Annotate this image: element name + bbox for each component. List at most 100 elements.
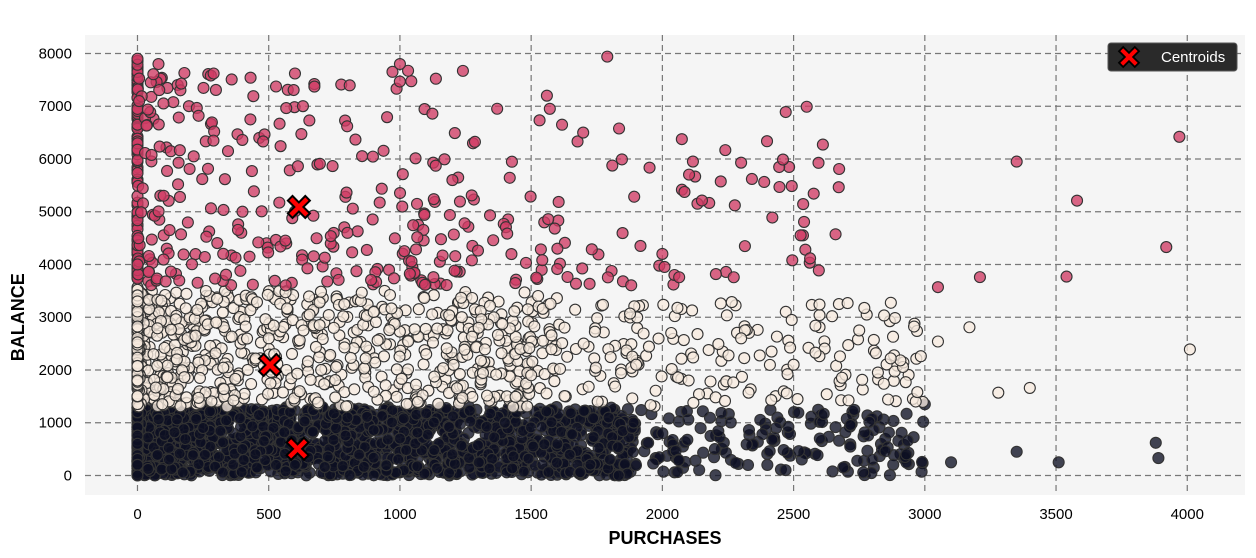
cluster-1-point	[588, 325, 601, 338]
cluster-2-point	[745, 172, 758, 186]
cluster-2-point	[131, 52, 144, 65]
cluster-0-point	[811, 449, 824, 462]
cluster-0-point	[430, 462, 444, 475]
cluster-2-point	[714, 175, 727, 188]
cluster-1-point	[229, 372, 242, 385]
cluster-1-point	[992, 386, 1005, 399]
cluster-2-point	[181, 216, 194, 229]
cluster-2-point	[318, 251, 331, 264]
cluster-0-point	[141, 431, 155, 444]
cluster-2-point	[448, 264, 461, 277]
cluster-2-point	[797, 198, 810, 211]
cluster-2-point	[192, 109, 205, 122]
cluster-0-point	[584, 458, 597, 471]
cluster-0-point	[777, 443, 790, 457]
cluster-2-point	[231, 223, 245, 236]
cluster-1-point	[521, 303, 534, 316]
cluster-2-point	[303, 114, 316, 127]
cluster-1-point	[556, 337, 569, 350]
cluster-1-point	[963, 321, 976, 334]
y-tick-label: 8000	[39, 45, 72, 62]
cluster-1-point	[545, 343, 558, 356]
cluster-2-point	[280, 102, 293, 115]
cluster-2-point	[829, 228, 842, 241]
cluster-0-point	[329, 422, 343, 435]
cluster-1-point	[453, 368, 466, 381]
cluster-0-point	[887, 458, 900, 471]
cluster-1-point	[558, 390, 571, 403]
cluster-0-point	[421, 428, 434, 441]
cluster-0-point	[715, 406, 728, 419]
x-tick-label: 3500	[1039, 506, 1072, 523]
cluster-1-point	[311, 396, 325, 409]
cluster-2-point	[448, 126, 461, 140]
cluster-2-point	[268, 274, 281, 287]
cluster-1-point	[131, 305, 144, 318]
cluster-2-point	[465, 254, 478, 267]
cluster-1-point	[623, 307, 637, 320]
cluster-1-point	[191, 303, 204, 316]
cluster-2-point	[307, 250, 320, 263]
cluster-1-point	[491, 328, 504, 341]
cluster-2-point	[131, 258, 144, 271]
cluster-2-point	[427, 271, 440, 284]
y-tick-label: 0	[64, 467, 72, 484]
cluster-2-point	[173, 190, 187, 204]
cluster-2-point	[219, 268, 233, 281]
cluster-2-point	[973, 271, 986, 284]
cluster-1-point	[367, 305, 380, 318]
cluster-0-point	[782, 420, 795, 433]
cluster-0-point	[488, 431, 501, 444]
cluster-1-point	[682, 374, 695, 387]
cluster-2-point	[247, 90, 260, 103]
cluster-2-point	[377, 144, 390, 157]
cluster-0-point	[837, 461, 850, 474]
cluster-2-point	[183, 162, 196, 175]
cluster-1-point	[239, 320, 252, 333]
cluster-2-point	[760, 135, 774, 148]
cluster-0-point	[1152, 452, 1165, 465]
cluster-1-point	[765, 394, 778, 407]
cluster-1-point	[216, 306, 229, 319]
cluster-2-point	[673, 271, 686, 284]
cluster-0-point	[657, 465, 670, 478]
cluster-0-point	[542, 466, 555, 479]
cluster-1-point	[753, 349, 766, 362]
cluster-2-point	[321, 275, 334, 288]
cluster-0-point	[844, 418, 857, 432]
cluster-1-point	[227, 394, 240, 407]
cluster-2-point	[542, 213, 555, 226]
cluster-0-point	[259, 454, 272, 467]
cluster-0-point	[131, 437, 144, 450]
cluster-1-point	[495, 347, 508, 360]
cluster-1-point	[506, 400, 520, 413]
cluster-2-point	[776, 153, 790, 166]
cluster-2-point	[785, 180, 798, 193]
cluster-1-point	[858, 301, 871, 315]
cluster-1-point	[395, 372, 408, 385]
cluster-2-point	[1060, 270, 1073, 283]
cluster-2-point	[191, 276, 204, 289]
cluster-0-point	[357, 460, 370, 473]
cluster-1-point	[455, 291, 468, 304]
cluster-1-point	[544, 297, 557, 310]
cluster-0-point	[446, 448, 459, 461]
cluster-1-point	[884, 352, 897, 365]
cluster-0-point	[766, 433, 779, 446]
cluster-2-point	[833, 162, 846, 176]
cluster-1-point	[671, 371, 685, 384]
cluster-2-point	[403, 267, 416, 280]
cluster-2-point	[447, 228, 460, 241]
cluster-2-point	[366, 213, 379, 226]
cluster-1-point	[1023, 381, 1036, 394]
cluster-1-point	[261, 387, 275, 400]
data-points	[131, 50, 1196, 482]
cluster-0-point	[527, 440, 540, 453]
cluster-0-point	[858, 426, 871, 439]
cluster-1-point	[466, 390, 479, 404]
cluster-0-point	[756, 428, 769, 441]
cluster-2-point	[615, 153, 628, 166]
cluster-2-point	[350, 265, 363, 278]
cluster-2-point	[269, 80, 283, 93]
